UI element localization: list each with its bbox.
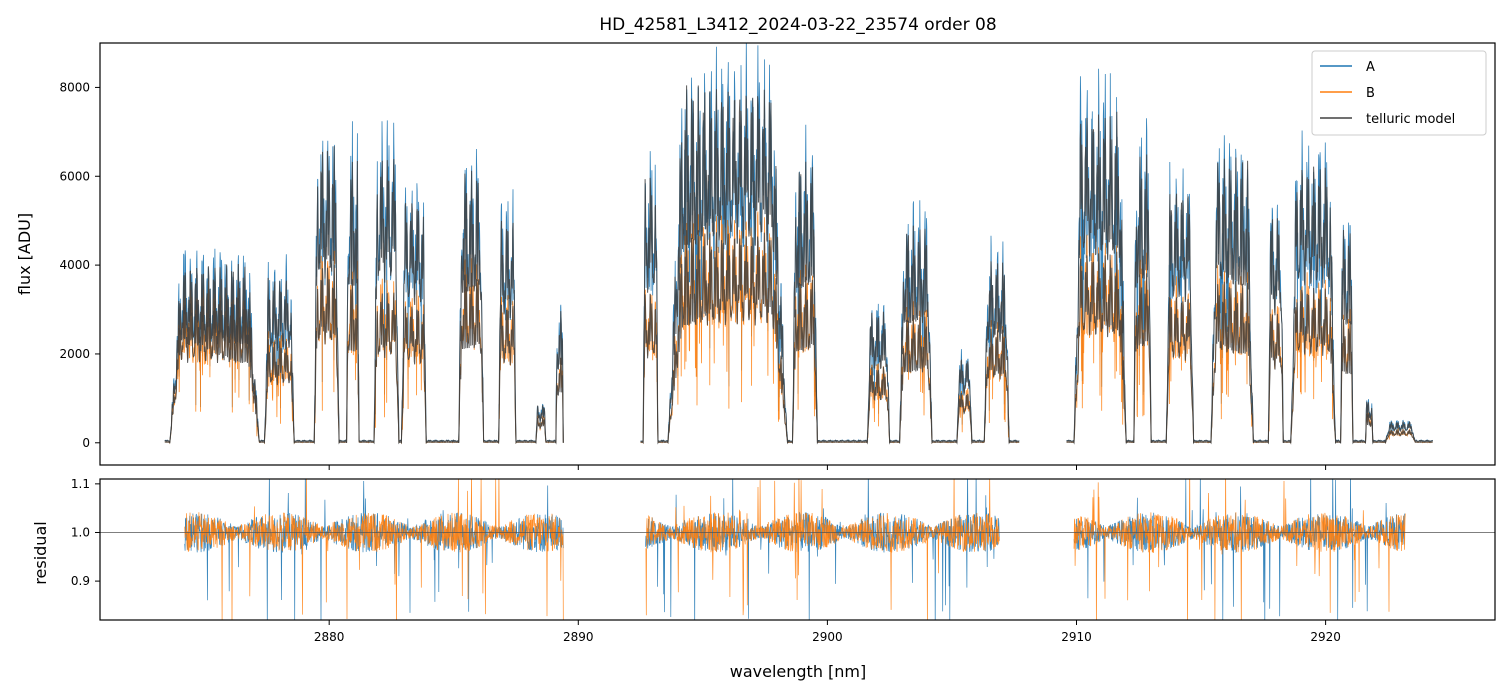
residual-xtick-label: 2890 bbox=[563, 630, 594, 644]
flux-plot-area bbox=[164, 43, 1434, 445]
residual-plot-area bbox=[100, 479, 1495, 620]
chart-title: HD_42581_L3412_2024-03-22_23574 order 08 bbox=[599, 15, 996, 35]
flux-ytick-label: 2000 bbox=[59, 347, 90, 361]
residual-axis-ticks: 0.9 1.0 1.1 2880 2890 2900 2910 2920 bbox=[71, 477, 1341, 644]
residual-panel: 0.9 1.0 1.1 2880 2890 2900 2910 2920 residual w… bbox=[31, 477, 1496, 681]
flux-axes-frame bbox=[99, 42, 1496, 466]
flux-ytick-label: 8000 bbox=[59, 80, 90, 94]
legend-box bbox=[1311, 50, 1487, 136]
residual-xtick-label: 2920 bbox=[1310, 630, 1341, 644]
legend-label-a: A bbox=[1366, 60, 1375, 75]
flux-axis-ticks: 0 2000 4000 6000 8000 bbox=[59, 80, 1327, 470]
residual-axes-frame bbox=[99, 478, 1496, 621]
residual-series-b-line bbox=[645, 479, 1000, 620]
flux-ylabel: flux [ADU] bbox=[15, 213, 34, 295]
wavelength-xlabel: wavelength [nm] bbox=[730, 662, 867, 681]
residual-xtick-label: 2900 bbox=[812, 630, 843, 644]
flux-ytick-label: 6000 bbox=[59, 169, 90, 183]
residual-ylabel: residual bbox=[31, 521, 50, 584]
telluric-model-line bbox=[1066, 111, 1434, 443]
residual-ytick-label: 0.9 bbox=[71, 574, 90, 588]
flux-ytick-label: 4000 bbox=[59, 258, 90, 272]
residual-ytick-label: 1.1 bbox=[71, 477, 90, 491]
legend-label-model: telluric model bbox=[1366, 112, 1455, 127]
residual-xtick-label: 2910 bbox=[1061, 630, 1092, 644]
telluric-model-line bbox=[164, 264, 564, 445]
telluric-model-line bbox=[640, 85, 1020, 443]
telluric-model-line bbox=[1066, 251, 1433, 445]
flux-ytick-label: 0 bbox=[82, 436, 90, 450]
residual-series-b-line bbox=[1073, 479, 1406, 620]
legend-label-b: B bbox=[1366, 86, 1375, 101]
residual-series-b-line bbox=[184, 479, 564, 620]
telluric-model-line bbox=[164, 146, 564, 443]
legend: A B telluric model bbox=[1311, 50, 1487, 136]
flux-panel: 0 2000 4000 6000 8000 flux [ADU] A B telluri… bbox=[15, 42, 1496, 470]
residual-xtick-label: 2880 bbox=[314, 630, 345, 644]
telluric-model-line bbox=[640, 230, 1020, 445]
residual-ytick-label: 1.0 bbox=[71, 525, 90, 539]
